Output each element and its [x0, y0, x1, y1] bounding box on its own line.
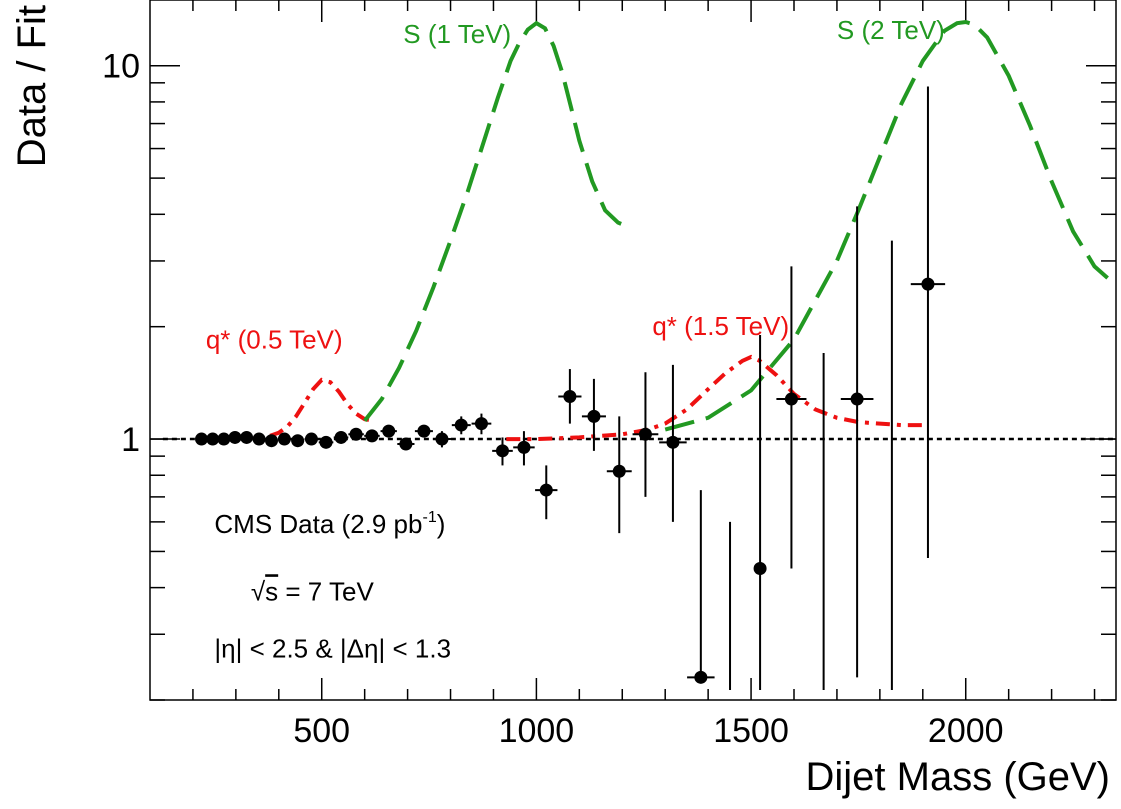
data-point [694, 670, 708, 684]
x-tick-label: 500 [293, 712, 350, 750]
annotation: √s = 7 TeV [251, 576, 375, 606]
curve-labels: S (1 TeV) S (2 TeV) q* (0.5 TeV) q* (1.5 Te… [206, 15, 945, 354]
data-point [474, 417, 488, 431]
curve-label: q* (0.5 TeV) [206, 324, 343, 354]
data-point [304, 432, 318, 446]
y-axis-title: Data / Fit [10, 5, 54, 167]
x-tick-label: 2000 [928, 712, 1004, 750]
data-point [365, 429, 379, 443]
curve-label: S (1 TeV) [403, 19, 511, 49]
data-point [921, 277, 935, 291]
x-axis-title: Dijet Mass (GeV) [806, 755, 1111, 799]
data-point [587, 409, 601, 423]
data-point [334, 430, 348, 444]
data-point [195, 432, 209, 446]
data-point [206, 432, 220, 446]
data-point [228, 430, 242, 444]
data-point [399, 437, 413, 451]
data-point [252, 432, 266, 446]
data-point [612, 464, 626, 478]
data-point [563, 390, 577, 404]
curve [363, 20, 628, 422]
data-point [539, 483, 553, 497]
data-point [850, 392, 864, 406]
data-point [217, 432, 231, 446]
annotations: CMS Data (2.9 pb-1) √s = 7 TeV |η| < 2.5 &… [214, 509, 451, 663]
x-tick-label: 1000 [499, 712, 575, 750]
y-tick-label: 1 [121, 421, 140, 459]
data-point [784, 392, 798, 406]
data-point [666, 435, 680, 449]
data-point [435, 432, 449, 446]
data-point [454, 418, 468, 432]
curve-label: q* (1.5 TeV) [652, 311, 789, 341]
data-point [638, 427, 652, 441]
data-point [240, 430, 254, 444]
plot-frame [149, 0, 1117, 701]
data-point [349, 427, 363, 441]
data-point [277, 432, 291, 446]
data-point [417, 424, 431, 438]
data-point [753, 562, 767, 576]
annotation: |η| < 2.5 & |Δη| < 1.3 [214, 633, 451, 663]
annotation: CMS Data (2.9 pb-1) [214, 509, 445, 539]
curve-label: S (2 TeV) [837, 15, 945, 45]
y-tick-label: 10 [102, 48, 140, 86]
data-point [291, 434, 305, 448]
curve [269, 377, 374, 438]
x-tick-label: 1500 [713, 712, 789, 750]
data-point [495, 444, 509, 458]
data-point [265, 434, 279, 448]
data-point [382, 424, 396, 438]
data-point [319, 435, 333, 449]
data-point [517, 440, 531, 454]
data-points [195, 86, 946, 690]
curve [664, 19, 1118, 432]
curve [506, 354, 923, 442]
axis-ticks: 500 1000 1500 2000 1 10 [102, 0, 1116, 750]
curves [269, 19, 1118, 442]
